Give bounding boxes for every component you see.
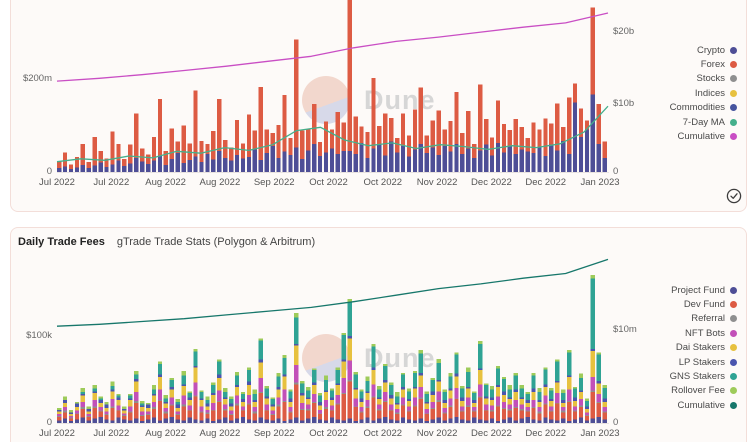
x-tick-label: Aug 2022	[145, 177, 186, 188]
legend-label: Cumulative	[677, 399, 725, 411]
x-tick-label: Jan 2023	[580, 428, 620, 439]
chart-subtitle: gTrade Trade Stats (Polygon & Arbitrum)	[116, 236, 316, 248]
legend-label: Dai Stakers	[675, 342, 725, 354]
legend-item-gns-stakers[interactable]: GNS Stakers	[670, 369, 737, 383]
x-tick-label: Aug 2022	[145, 428, 186, 439]
legend-item-stocks[interactable]: Stocks	[670, 72, 737, 86]
x-tick-label: Sep 2022	[253, 428, 295, 439]
legend-dot-icon	[730, 89, 737, 97]
legend-item-7-day-ma[interactable]: 7-Day MA	[670, 115, 737, 129]
legend-label: Stocks	[696, 73, 725, 85]
x-tick-label: Sep 2022	[253, 177, 295, 188]
legend-label: Referral	[691, 313, 725, 325]
legend-label: Crypto	[697, 44, 725, 56]
legend-dot-icon	[730, 401, 737, 409]
x-tick-label: Dec 2022	[471, 428, 512, 439]
legend-item-lp-stakers[interactable]: LP Stakers	[670, 355, 737, 369]
dune-logo-icon	[302, 76, 350, 124]
legend-dot-icon	[730, 329, 737, 337]
legend-label: Project Fund	[671, 284, 725, 296]
legend-label: Dev Fund	[683, 299, 725, 311]
legend-0: Crypto Forex Stocks Indices Commodities 7-Day…	[670, 43, 737, 144]
x-tick-label: Oct 2022	[363, 177, 403, 188]
legend-label: 7-Day MA	[682, 116, 725, 128]
chart-title: Daily Trade Fees	[18, 236, 105, 248]
legend-dot-icon	[730, 387, 737, 395]
x-tick-label: Nov 2022	[416, 177, 458, 188]
x-tick-label: Oct 2022	[309, 177, 348, 188]
legend-label: Commodities	[669, 102, 725, 114]
legend-dot-icon	[730, 286, 737, 294]
x-tick-label: Jul 2022	[93, 428, 130, 439]
x-tick-label: Jul 2022	[39, 177, 75, 188]
legend-label: Indices	[694, 87, 725, 99]
legend-1: Project Fund Dev Fund Referral NFT Bots Dai …	[670, 283, 737, 413]
x-tick-label: Dec 2022	[525, 177, 567, 188]
y-axis-label-20b: $20b	[613, 26, 635, 37]
dune-logo-icon	[302, 334, 350, 382]
legend-dot-icon	[730, 315, 737, 323]
y-axis-label-0-left-top: 0	[46, 166, 52, 177]
bottom-chart-titlebar: Daily Trade Fees gTrade Trade Stats (Poly…	[18, 236, 315, 248]
legend-label: NFT Bots	[685, 327, 725, 339]
legend-dot-icon	[730, 104, 737, 112]
legend-item-forex[interactable]: Forex	[670, 57, 737, 71]
y-axis-label-100k: $100k	[26, 330, 52, 341]
legend-dot-icon	[730, 118, 737, 126]
legend-item-dev-fund[interactable]: Dev Fund	[670, 297, 737, 311]
y-axis-label-0-right-bottom: 0	[613, 417, 619, 428]
x-tick-label: Jan 2023	[580, 177, 620, 188]
legend-dot-icon	[730, 75, 737, 83]
legend-dot-icon	[730, 46, 737, 54]
x-tick-label: Nov 2022	[416, 428, 458, 439]
legend-label: GNS Stakers	[669, 371, 725, 383]
dune-watermark-text: Dune	[364, 84, 436, 115]
legend-item-indices[interactable]: Indices	[670, 86, 737, 100]
dune-watermark-top: Dune	[302, 76, 436, 124]
legend-dot-icon	[730, 301, 737, 309]
y-axis-label-10b: $10b	[613, 98, 635, 109]
x-tick-label: Oct 2022	[363, 428, 403, 439]
x-tick-label: Aug 2022	[199, 177, 241, 188]
dune-watermark-text: Dune	[364, 342, 436, 373]
legend-dot-icon	[730, 61, 737, 69]
legend-item-rollover-fee[interactable]: Rollover Fee	[670, 384, 737, 398]
legend-label: LP Stakers	[678, 356, 725, 368]
legend-item-cumulative[interactable]: Cumulative	[670, 129, 737, 143]
legend-item-project-fund[interactable]: Project Fund	[670, 283, 737, 297]
legend-dot-icon	[730, 358, 737, 366]
check-circle-icon[interactable]	[726, 188, 742, 204]
legend-item-dai-stakers[interactable]: Dai Stakers	[670, 341, 737, 355]
legend-label: Forex	[700, 59, 725, 71]
legend-dot-icon	[730, 344, 737, 352]
legend-item-crypto[interactable]: Crypto	[670, 43, 737, 57]
legend-dot-icon	[730, 373, 737, 381]
x-tick-label: Aug 2022	[199, 428, 241, 439]
x-tick-label: Jul 2022	[93, 177, 130, 188]
x-tick-label: Oct 2022	[309, 428, 348, 439]
legend-item-nft-bots[interactable]: NFT Bots	[670, 326, 737, 340]
legend-dot-icon	[730, 133, 737, 141]
y-axis-label-200m: $200m	[22, 73, 52, 84]
legend-item-commodities[interactable]: Commodities	[670, 101, 737, 115]
x-tick-label: Jul 2022	[39, 428, 75, 439]
legend-item-cumulative[interactable]: Cumulative	[670, 398, 737, 412]
legend-label: Cumulative	[677, 131, 725, 143]
legend-label: Rollover Fee	[671, 385, 725, 397]
y-axis-label-10m: $10m	[613, 324, 637, 335]
dune-watermark-bottom: Dune	[302, 334, 436, 382]
y-axis-label-0-right-top: 0	[613, 166, 619, 177]
legend-item-referral[interactable]: Referral	[670, 312, 737, 326]
y-axis-label-0-left-bottom: 0	[46, 417, 52, 428]
x-tick-label: Dec 2022	[525, 428, 567, 439]
x-tick-label: Dec 2022	[471, 177, 512, 188]
